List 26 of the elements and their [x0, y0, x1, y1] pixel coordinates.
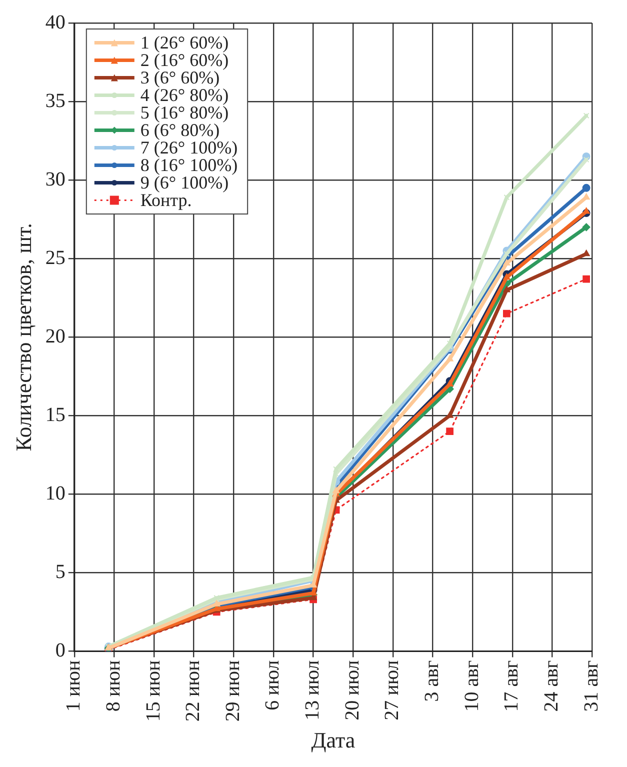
x-tick-label: 29 июн — [222, 660, 244, 722]
y-tick-label: 25 — [45, 246, 66, 269]
x-tick-label: 6 июл — [262, 660, 284, 710]
x-tick-label: 13 июл — [302, 660, 324, 720]
x-tick-label: 1 июн — [62, 660, 85, 712]
y-tick-label: 20 — [45, 325, 66, 348]
y-tick-label: 40 — [45, 11, 66, 34]
x-tick-label: 15 июн — [142, 660, 164, 722]
y-tick-label: 10 — [45, 482, 66, 504]
x-tick-label: 22 июн — [182, 660, 204, 722]
x-tick-label: 10 авг — [460, 660, 483, 712]
x-tick-label: 3 авг — [420, 660, 443, 702]
x-tick-label: 27 июл — [381, 660, 404, 720]
x-tick-label: 8 июн — [102, 660, 124, 712]
y-tick-label: 30 — [45, 168, 66, 190]
y-tick-label: 5 — [55, 560, 66, 583]
legend-label: 1 (26° 60%) — [140, 32, 229, 52]
x-tick-label: 31 авг — [580, 660, 602, 712]
y-tick-label: 15 — [45, 404, 66, 426]
x-axis-title: Дата — [311, 728, 356, 753]
x-tick-label: 17 авг — [500, 660, 523, 712]
y-axis-title: Количество цветков, шт. — [10, 222, 36, 452]
x-tick-label: 20 июл — [341, 660, 364, 720]
y-tick-label: 35 — [45, 90, 66, 112]
y-tick-label: 0 — [55, 640, 66, 662]
x-tick-label: 24 авг — [540, 660, 562, 712]
